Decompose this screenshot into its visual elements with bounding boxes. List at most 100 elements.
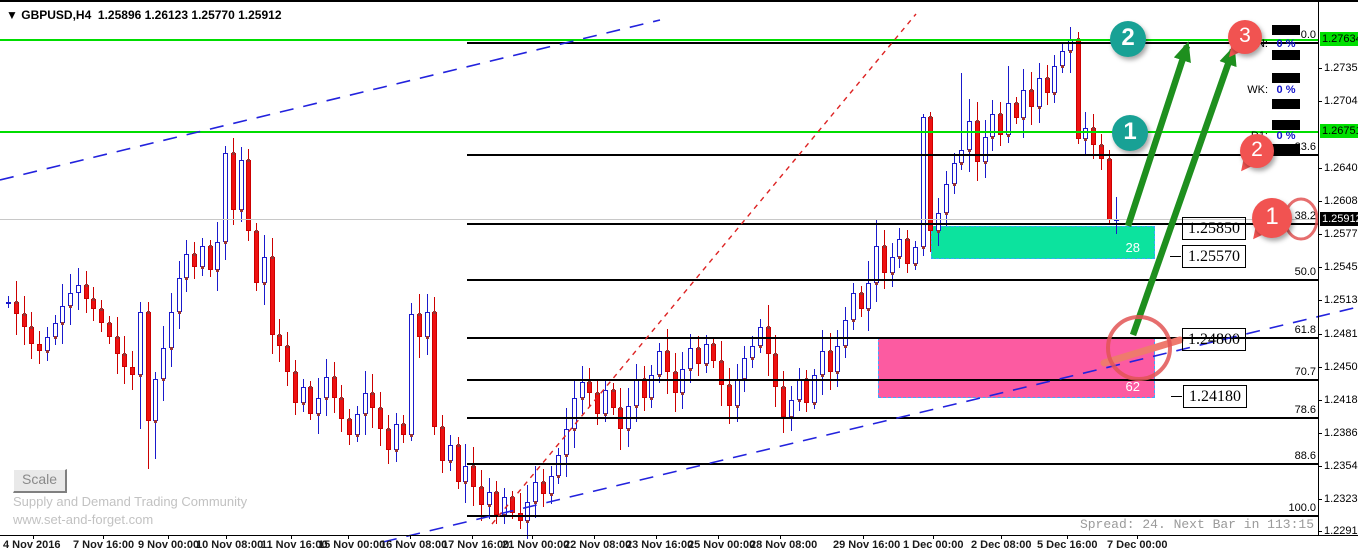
candle-open-marker xyxy=(913,263,917,267)
candle-open-marker xyxy=(890,271,894,275)
candle-body xyxy=(91,298,97,310)
x-axis-label[interactable]: 21 Nov 00:00 xyxy=(502,539,570,551)
candle-body xyxy=(362,392,368,414)
candle-wick xyxy=(442,414,443,474)
y-axis-label[interactable]: 1.25770 xyxy=(1324,228,1358,240)
fib-level-line[interactable] xyxy=(467,379,1318,381)
fib-level-line[interactable] xyxy=(467,42,1318,44)
candle-open-marker xyxy=(441,426,444,430)
y-axis-label[interactable]: 1.23545 xyxy=(1324,460,1358,472)
candle-wick xyxy=(604,380,606,423)
candle-open-marker xyxy=(410,433,413,437)
rejected-path-segment[interactable] xyxy=(1100,336,1184,367)
candle-body xyxy=(1036,78,1042,108)
y-axis-label[interactable]: 1.24180 xyxy=(1324,394,1358,406)
candle-body xyxy=(533,481,538,503)
y-axis-label[interactable]: 1.24500 xyxy=(1324,361,1358,373)
fib-level-line[interactable] xyxy=(467,337,1318,339)
candle-body xyxy=(998,113,1003,135)
fib-level-label: 88.6 xyxy=(1294,450,1316,462)
candle-body xyxy=(688,347,693,369)
panel-bar xyxy=(1272,25,1300,35)
x-axis-label[interactable]: 9 Nov 00:00 xyxy=(138,539,200,551)
candle-wick xyxy=(155,371,157,459)
highlight-ring-price[interactable] xyxy=(1283,197,1319,241)
candle-body xyxy=(401,424,407,435)
candle-body xyxy=(773,354,779,388)
scale-button[interactable]: Scale xyxy=(13,469,67,493)
y-axis-label[interactable]: 1.25135 xyxy=(1324,294,1358,306)
x-axis-label[interactable]: 16 Nov 08:00 xyxy=(380,539,448,551)
candle-body xyxy=(1067,39,1073,51)
x-axis-label[interactable]: 7 Nov 16:00 xyxy=(73,539,135,551)
x-axis-label[interactable]: 28 Nov 08:00 xyxy=(750,539,818,551)
candle-open-marker xyxy=(53,336,57,340)
price-level-tag[interactable]: 1.24180 xyxy=(1183,385,1247,408)
x-axis-label[interactable]: 22 Nov 08:00 xyxy=(564,539,632,551)
x-axis-label[interactable]: 25 Nov 00:00 xyxy=(688,539,756,551)
y-axis-label[interactable]: 1.27355 xyxy=(1324,62,1358,74)
y-axis-label[interactable]: 1.26085 xyxy=(1324,195,1358,207)
highlight-ring-zone[interactable] xyxy=(1106,315,1172,381)
step-marker-1[interactable]: 1 xyxy=(1112,115,1148,151)
x-axis-label[interactable]: 10 Nov 08:00 xyxy=(196,539,264,551)
candle-body xyxy=(626,406,631,430)
y-axis-label[interactable]: 1.26405 xyxy=(1324,162,1358,174)
candle-wick xyxy=(1007,65,1009,144)
channel-lower[interactable] xyxy=(382,306,1358,543)
x-axis-label[interactable]: 15 Nov 00:00 xyxy=(318,539,386,551)
y-axis-label[interactable]: 1.23230 xyxy=(1324,493,1358,505)
step-marker-2[interactable]: 2 xyxy=(1110,21,1146,57)
fib-level-line[interactable] xyxy=(467,223,1318,225)
x-axis-label[interactable]: 29 Nov 16:00 xyxy=(833,539,901,551)
fib-level-line[interactable] xyxy=(467,279,1318,281)
candle-wick xyxy=(767,305,769,376)
candle-body xyxy=(308,387,314,414)
candle-open-marker xyxy=(193,252,196,256)
price-level-tag[interactable]: 1.25570 xyxy=(1182,245,1246,268)
candle-body xyxy=(199,246,205,268)
projection-arrow-2[interactable] xyxy=(1129,45,1237,337)
x-axis-label[interactable]: 4 Nov 2016 xyxy=(3,539,61,551)
candle-open-marker xyxy=(813,402,816,406)
projection-arrow-1[interactable] xyxy=(1124,41,1191,228)
ohlc-open: 1.25896 xyxy=(97,8,142,22)
candle-open-marker xyxy=(875,281,878,285)
candle-wick xyxy=(806,370,808,412)
x-axis-label[interactable]: 17 Nov 16:00 xyxy=(442,539,510,551)
candle-wick xyxy=(279,318,281,363)
fib-level-line[interactable] xyxy=(467,154,1318,156)
x-axis-label[interactable]: 11 Nov 16:00 xyxy=(261,539,328,551)
x-axis-label[interactable]: 2 Dec 08:00 xyxy=(971,539,1032,551)
y-axis-label[interactable]: 1.23865 xyxy=(1324,427,1358,439)
y-axis-label[interactable]: 1.25450 xyxy=(1324,261,1358,273)
y-axis-label[interactable]: 1.24815 xyxy=(1324,328,1358,340)
steep-red-trendline[interactable] xyxy=(491,13,917,525)
candle-open-marker xyxy=(681,391,685,395)
fib-level-line[interactable] xyxy=(467,463,1318,465)
x-axis-label[interactable]: 1 Dec 00:00 xyxy=(903,539,964,551)
candle-body xyxy=(13,301,19,315)
green-resistance-line[interactable] xyxy=(0,131,1318,133)
candle-wick xyxy=(961,72,963,171)
y-axis-label[interactable]: 1.27040 xyxy=(1324,95,1358,107)
collapse-triangle-icon[interactable]: ▼ xyxy=(6,8,18,22)
x-axis-label[interactable]: 7 Dec 00:00 xyxy=(1107,539,1168,551)
x-axis-label[interactable]: 23 Nov 16:00 xyxy=(626,539,694,551)
price-level-tag[interactable]: 1.25850 xyxy=(1182,217,1246,240)
price-level-tag[interactable]: 1.24800 xyxy=(1182,328,1246,351)
supply-demand-zone-lower[interactable]: 62 xyxy=(878,337,1155,398)
ohlc-low: 1.25770 xyxy=(191,8,235,22)
candle-wick xyxy=(1069,26,1071,73)
x-axis-label[interactable]: 5 Dec 16:00 xyxy=(1037,539,1098,551)
candle-wick xyxy=(845,306,846,359)
ohlc-header: ▼ GBPUSD,H4 1.25896 1.26123 1.25770 1.25… xyxy=(6,8,282,22)
channel-upper[interactable] xyxy=(0,19,661,181)
fib-level-line[interactable] xyxy=(467,417,1318,419)
supply-demand-zone-upper[interactable]: 28 xyxy=(931,226,1155,259)
green-resistance-line[interactable] xyxy=(0,39,1318,41)
candle-open-marker xyxy=(836,370,840,374)
